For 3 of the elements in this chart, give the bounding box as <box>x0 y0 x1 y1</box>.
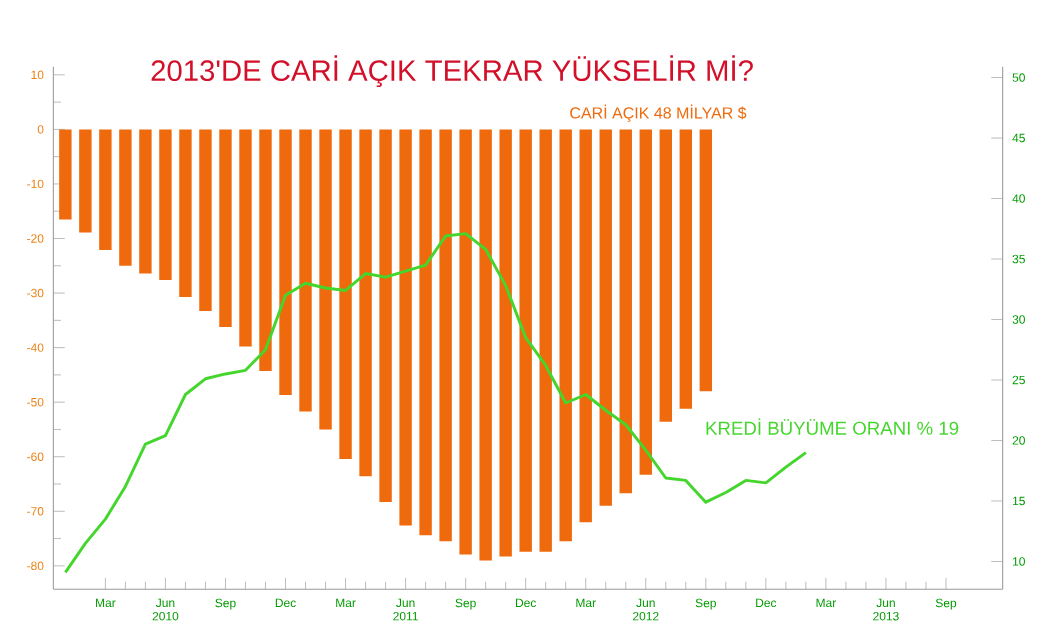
chart-title: 2013'DE CARİ AÇIK TEKRAR YÜKSELİR Mİ? <box>151 55 753 87</box>
series-label: KREDİ BÜYÜME ORANI % 19 <box>706 418 959 435</box>
series-label: CARİ AÇIK 48 MİLYAR $ <box>570 104 747 122</box>
